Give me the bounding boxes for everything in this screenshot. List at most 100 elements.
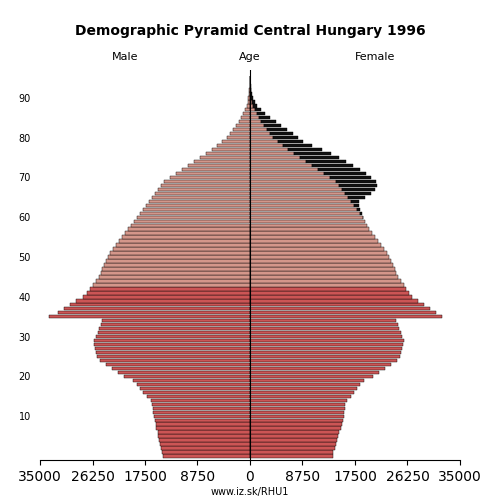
Bar	[100, 359, 250, 362]
Bar	[250, 283, 404, 286]
Bar	[250, 390, 354, 394]
Bar	[153, 406, 250, 410]
Bar	[158, 430, 250, 434]
Bar	[250, 96, 252, 100]
Bar	[250, 104, 254, 108]
Text: Age: Age	[239, 52, 261, 62]
Bar	[163, 454, 250, 458]
Bar	[250, 359, 397, 362]
Bar	[96, 335, 250, 338]
Bar	[336, 180, 376, 183]
Bar	[250, 311, 436, 314]
Bar	[250, 430, 340, 434]
Bar	[324, 172, 366, 175]
Bar	[250, 398, 346, 402]
Bar	[300, 156, 339, 159]
Bar	[255, 108, 261, 112]
Bar	[250, 307, 430, 310]
Bar	[161, 184, 250, 187]
Bar	[241, 116, 250, 119]
Bar	[250, 438, 337, 442]
Bar	[236, 124, 250, 128]
Bar	[108, 256, 250, 258]
Bar	[118, 371, 250, 374]
Bar	[112, 367, 250, 370]
Bar	[70, 303, 250, 306]
Bar	[100, 323, 250, 326]
Bar	[267, 128, 287, 132]
Bar	[250, 315, 442, 318]
Bar	[188, 164, 250, 167]
Bar	[250, 156, 300, 159]
Bar	[250, 188, 342, 191]
Bar	[90, 287, 250, 290]
Bar	[151, 398, 250, 402]
Bar	[134, 220, 250, 223]
Bar	[119, 240, 250, 243]
Bar	[363, 216, 364, 219]
Bar	[133, 378, 250, 382]
Bar	[259, 116, 270, 119]
Bar	[339, 184, 377, 187]
Bar	[250, 343, 403, 346]
Bar	[98, 331, 250, 334]
Bar	[250, 120, 262, 124]
Bar	[250, 256, 389, 258]
Bar	[245, 108, 250, 112]
Bar	[250, 196, 348, 199]
Bar	[125, 232, 250, 235]
Text: www.iz.sk/RHU1: www.iz.sk/RHU1	[211, 487, 289, 497]
Bar	[156, 426, 250, 430]
Bar	[251, 92, 252, 96]
Bar	[306, 160, 346, 163]
Bar	[250, 192, 345, 195]
Bar	[147, 394, 250, 398]
Bar	[278, 140, 303, 143]
Bar	[250, 367, 385, 370]
Bar	[262, 120, 276, 124]
Bar	[146, 204, 250, 207]
Bar	[137, 216, 250, 219]
Bar	[154, 418, 250, 422]
Bar	[351, 200, 358, 203]
Bar	[250, 450, 334, 454]
Bar	[248, 96, 250, 100]
Bar	[354, 204, 359, 207]
Bar	[161, 446, 250, 450]
Bar	[250, 140, 278, 143]
Bar	[250, 164, 312, 167]
Bar	[217, 144, 250, 148]
Bar	[250, 184, 339, 187]
Bar	[283, 144, 312, 148]
Bar	[227, 136, 250, 140]
Bar	[143, 208, 250, 211]
Bar	[152, 196, 250, 199]
Bar	[250, 299, 418, 302]
Bar	[252, 96, 253, 100]
Bar	[250, 168, 318, 171]
Bar	[182, 168, 250, 171]
Bar	[250, 426, 340, 430]
Bar	[250, 410, 344, 414]
Bar	[94, 339, 250, 342]
Bar	[83, 295, 250, 298]
Bar	[170, 176, 250, 179]
Bar	[140, 212, 250, 215]
Bar	[250, 200, 351, 203]
Bar	[254, 104, 257, 108]
Bar	[252, 100, 255, 103]
Bar	[250, 272, 396, 274]
Bar	[250, 319, 396, 322]
Bar	[250, 374, 373, 378]
Bar	[250, 148, 288, 152]
Bar	[250, 172, 324, 175]
Bar	[250, 236, 375, 239]
Bar	[222, 140, 250, 143]
Bar	[250, 394, 351, 398]
Bar	[250, 268, 394, 270]
Bar	[154, 414, 250, 418]
Bar	[250, 212, 360, 215]
Bar	[116, 244, 250, 247]
Bar	[212, 148, 250, 152]
Bar	[250, 128, 267, 132]
